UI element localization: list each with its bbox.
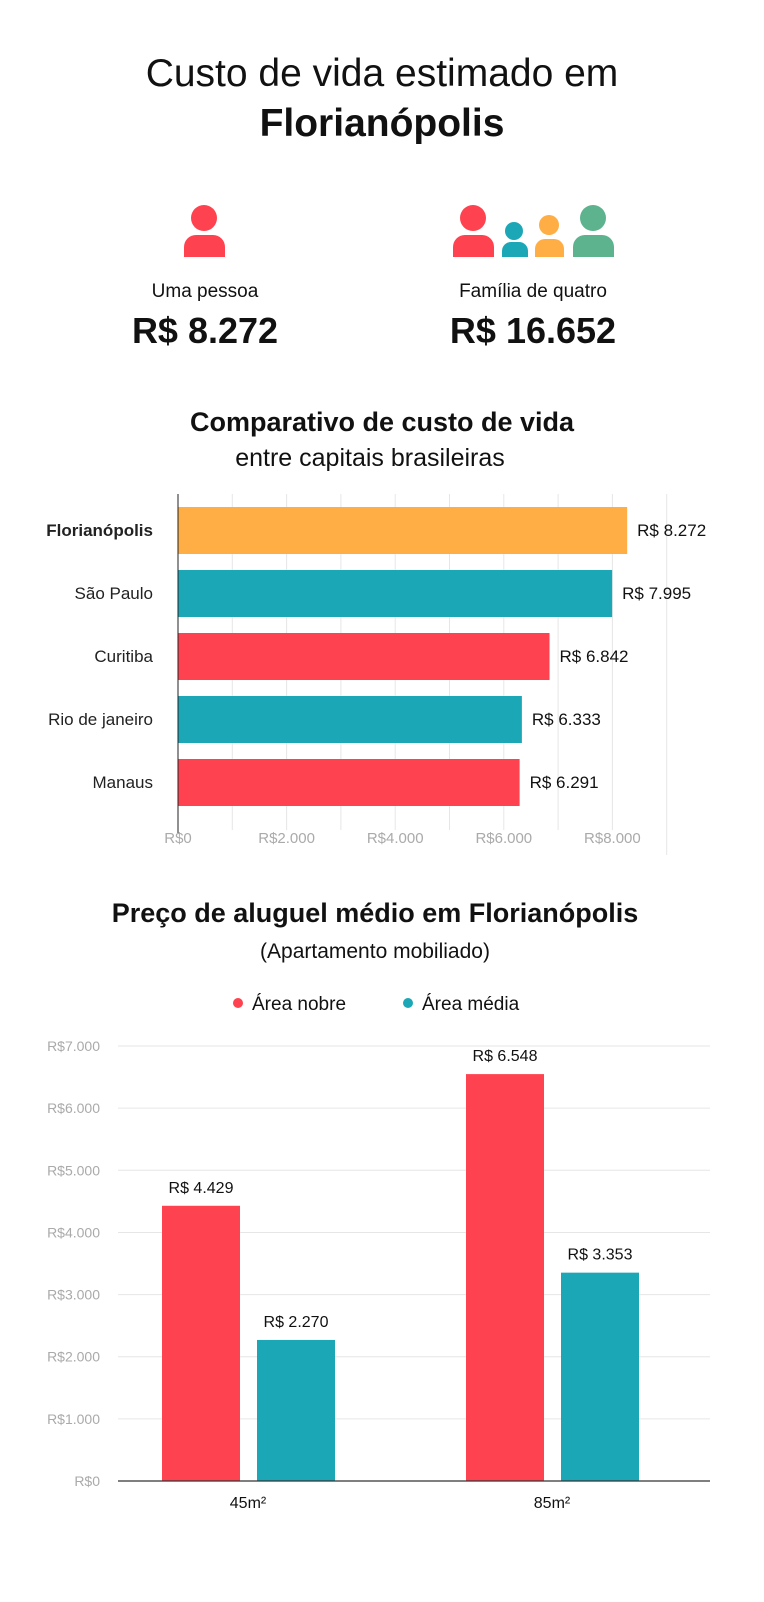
data-label: R$ 6.291 (530, 773, 599, 792)
y-tick-label: R$1.000 (47, 1411, 100, 1427)
bar-85m²-0 (466, 1074, 544, 1481)
bar-4 (178, 759, 520, 806)
data-label: R$ 4.429 (169, 1180, 234, 1197)
legend-marker (403, 998, 413, 1008)
data-label: R$ 8.272 (637, 521, 706, 540)
x-tick-label: R$0 (164, 830, 192, 847)
bar-45m²-0 (162, 1205, 240, 1481)
legend-marker (233, 998, 243, 1008)
chart2-subtitle: (Apartamento mobiliado) (260, 940, 490, 963)
bar-0 (178, 507, 628, 554)
cost-comparison-chart: R$0 R$2.000 R$4.000 R$6.000 R$8.000 Florianóp… (46, 494, 706, 855)
y-tick-label: R$4.000 (47, 1224, 100, 1240)
family-label: Família de quatro (459, 281, 607, 302)
bar-1 (178, 570, 613, 617)
category-label: Rio de janeiro (48, 710, 153, 729)
family-icon (453, 205, 614, 257)
legend-label: Área nobre (252, 994, 346, 1015)
y-tick-label: R$3.000 (47, 1287, 100, 1303)
x-category-label: 85m² (534, 1495, 571, 1512)
data-label: R$ 6.842 (560, 647, 629, 666)
data-label: R$ 2.270 (264, 1314, 329, 1331)
bar-3 (178, 696, 522, 743)
x-category-label: 45m² (230, 1495, 267, 1512)
y-tick-label: R$6.000 (47, 1100, 100, 1116)
bar-45m²-1 (257, 1339, 335, 1481)
x-tick-label: R$6.000 (475, 830, 532, 847)
bar-85m²-1 (561, 1272, 639, 1481)
category-label: Florianópolis (46, 521, 153, 540)
single-value: R$ 8.272 (131, 310, 279, 351)
x-tick-label: R$2.000 (258, 830, 315, 847)
y-tick-label: R$0 (74, 1473, 100, 1489)
chart1-title: Comparativo de custo de vida (189, 407, 575, 437)
x-tick-label: R$4.000 (367, 830, 424, 847)
category-label: Manaus (93, 773, 153, 792)
data-label: R$ 7.995 (622, 584, 691, 603)
page-title-line1: Custo de vida estimado em (145, 52, 619, 95)
category-label: São Paulo (75, 584, 153, 603)
person-icon (184, 205, 225, 257)
category-label: Curitiba (94, 647, 153, 666)
people-icons (184, 205, 614, 257)
chart1-subtitle: entre capitais brasileiras (235, 444, 505, 472)
bar-2 (178, 633, 550, 680)
page-title-city: Florianópolis (259, 102, 505, 145)
y-tick-label: R$7.000 (47, 1038, 100, 1054)
legend-label: Área média (422, 994, 520, 1015)
data-label: R$ 6.548 (473, 1048, 538, 1065)
data-label: R$ 6.333 (532, 710, 601, 729)
family-value: R$ 16.652 (449, 310, 617, 351)
y-tick-label: R$2.000 (47, 1349, 100, 1365)
chart2-title: Preço de aluguel médio em Florianópolis (111, 898, 639, 928)
x-tick-label: R$8.000 (584, 830, 641, 847)
data-label: R$ 3.353 (568, 1247, 633, 1264)
single-label: Uma pessoa (151, 281, 259, 302)
y-tick-label: R$5.000 (47, 1162, 100, 1178)
